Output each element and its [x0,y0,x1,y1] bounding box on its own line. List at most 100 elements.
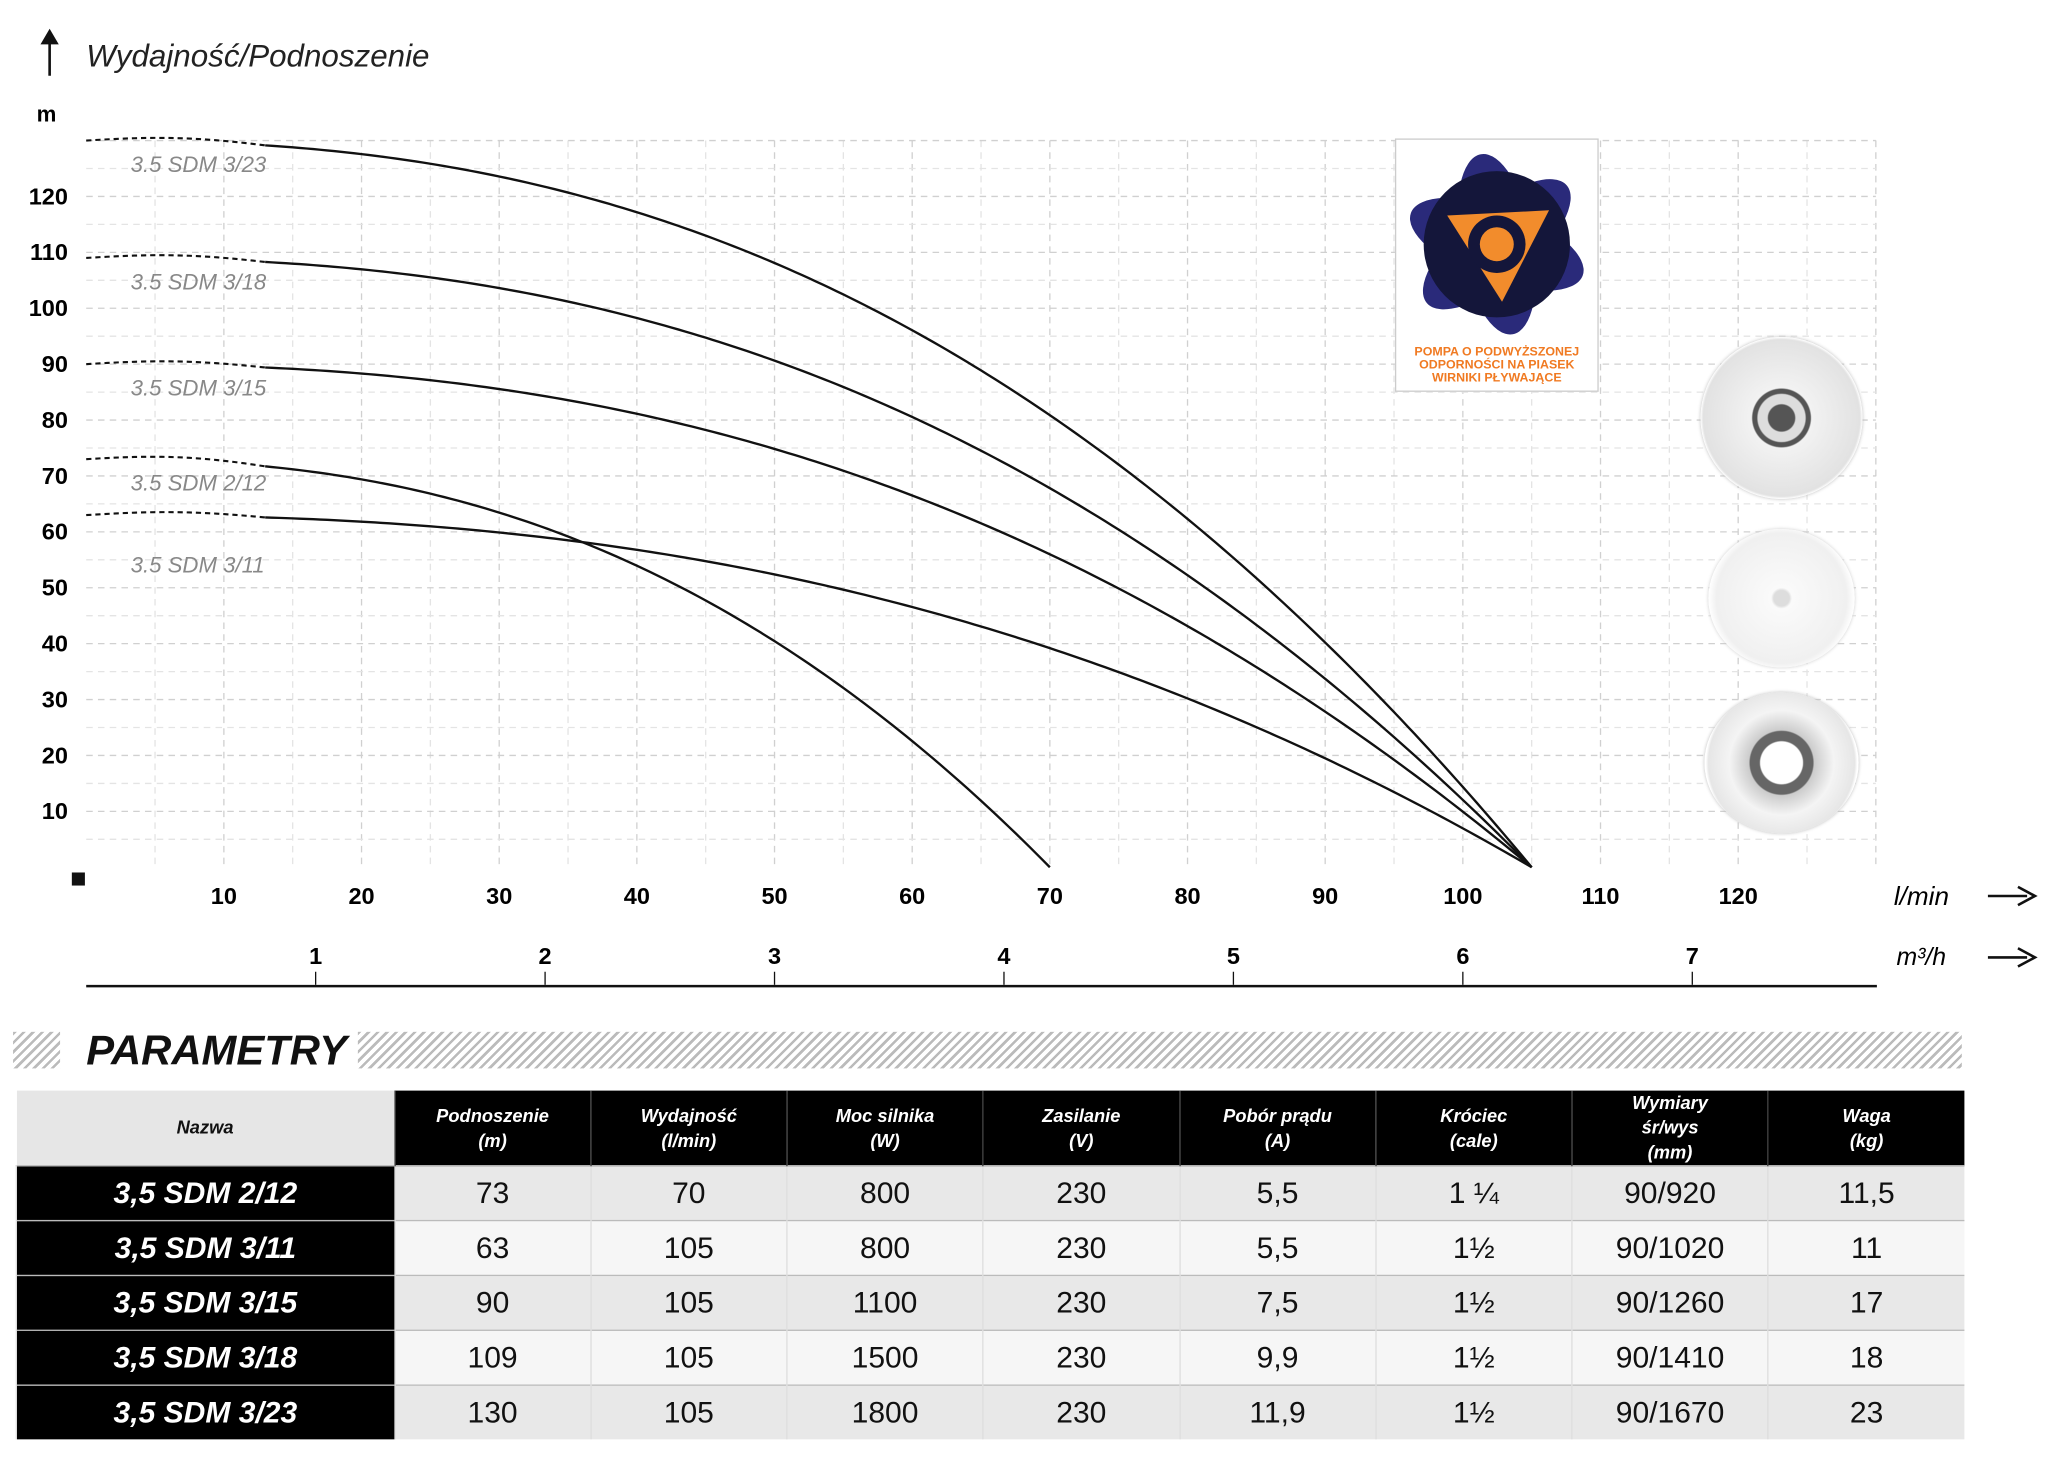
column-header-line: Podnoszenie [436,1104,549,1126]
column-header: Moc silnika (W) [786,1090,984,1166]
pump-name-cell: 3,5 SDM 3/23 [15,1384,395,1440]
table-cell: 90/920 [1571,1165,1769,1221]
table-cell: 9,9 [1178,1329,1376,1386]
x2-tick-label: 4 [997,943,1010,969]
column-header-line: Waga [1842,1104,1891,1126]
x-tick-label: 40 [624,883,650,909]
table-cell: 105 [590,1329,787,1386]
table-cell: 130 [393,1384,591,1440]
column-header-line: śr/wys [1641,1116,1699,1138]
y-tick-label: 40 [42,630,68,656]
x-tick-label: 60 [899,883,925,909]
x-tick-label: 50 [761,883,787,909]
column-header-line: Zasilanie [1042,1104,1121,1126]
table-cell: 230 [982,1329,1180,1386]
curve-4 [265,516,1533,869]
table-cell: 11,9 [1178,1384,1376,1440]
x2-tick-label: 2 [539,943,552,969]
table-cell: 105 [590,1274,787,1331]
column-header: Podnoszenie (m) [393,1090,591,1166]
table-cell: 5,5 [1178,1165,1376,1221]
y-tick-label: 70 [42,463,68,489]
table-cell: 1½ [1375,1274,1572,1331]
column-header-line: (cale) [1449,1129,1498,1151]
impeller-image-2 [1708,528,1855,668]
table-row: 3,5 SDM 3/15 90 105 1100 230 7,5 1½ 90/1260 17 [15,1274,1965,1331]
column-header: Zasilanie (V) [982,1090,1180,1166]
impeller-image-3 [1704,692,1859,834]
series-label: 3.5 SDM 3/23 [131,152,267,177]
table-cell: 18 [1767,1329,1965,1386]
right-arrow-head-icon [2017,947,2038,968]
y-axis-label: m [37,101,57,126]
column-header-line: (W) [870,1129,900,1151]
column-header-line: Króciec [1440,1104,1508,1126]
table-cell: 11 [1767,1219,1965,1276]
y-tick-label: 90 [42,351,68,377]
x-tick-label: 10 [211,883,237,909]
y-tick-label: 20 [42,742,68,768]
table-cell: 1½ [1375,1384,1572,1440]
curve-2 [265,366,1533,869]
table-cell: 11,5 [1767,1165,1965,1221]
curve-dashed-4 [86,511,266,519]
column-header-line: Nazwa [176,1116,234,1138]
x-tick-label: 20 [348,883,374,909]
column-header-line: Moc silnika [835,1104,935,1126]
table-cell: 1100 [786,1274,984,1331]
origin-marker [71,872,85,886]
parameters-table: Nazwa Podnoszenie (m) Wydajność (l/min) Moc s… [15,1090,1965,1440]
column-header-line: Wymiary [1632,1091,1708,1113]
performance-chart: m 10 20 30 40 50 60 70 80 90 100 110 120 10 20 30 40 50 60… [29,28,2038,988]
column-header-line: (m) [478,1129,507,1151]
column-header: Króciec (cale) [1375,1090,1572,1166]
table-cell: 230 [982,1219,1180,1276]
table-cell: 1 ¼ [1375,1165,1572,1221]
table-cell: 90 [393,1274,591,1331]
parametry-header: PARAMETRY [13,1027,1964,1074]
x-axis-label: l/min [1894,881,1949,911]
table-row: 3,5 SDM 3/18 109 105 1500 230 9,9 1½ 90/1410 18 [15,1329,1965,1386]
y-tick-label: 50 [42,575,68,601]
series-label: 3.5 SDM 3/15 [131,375,267,400]
table-cell: 90/1020 [1571,1219,1769,1276]
table-row: 3,5 SDM 3/11 63 105 800 230 5,5 1½ 90/1020 11 [15,1219,1965,1276]
table-cell: 7,5 [1178,1274,1376,1331]
x2-tick-label: 3 [768,943,781,969]
logo-caption-2: ODPORNOŚCI NA PIASEK [1419,357,1575,373]
y-tick-label: 120 [29,183,68,209]
series-label: 3.5 SDM 3/11 [131,553,265,578]
column-header-line: (mm) [1647,1141,1693,1163]
pump-name-cell: 3,5 SDM 3/11 [15,1219,395,1276]
table-cell: 23 [1767,1384,1965,1440]
table-cell: 90/1260 [1571,1274,1769,1331]
pump-name-cell: 3,5 SDM 3/15 [15,1274,395,1331]
table-cell: 1½ [1375,1329,1572,1386]
x2-axis-label: m³/h [1896,944,1946,971]
table-row: 3,5 SDM 2/12 73 70 800 230 5,5 1 ¼ 90/920 11,5 [15,1165,1965,1221]
x2-tick-label: 1 [309,943,322,969]
x-tick-label: 30 [486,883,512,909]
y-tick-label: 80 [42,407,68,433]
table-cell: 63 [393,1219,591,1276]
y-tick-label: 10 [42,798,68,824]
pump-name-cell: 3,5 SDM 3/18 [15,1329,395,1386]
parametry-title: PARAMETRY [86,1026,348,1074]
table-cell: 109 [393,1329,591,1386]
table-cell: 1800 [786,1384,984,1440]
sand-resistant-logo: POMPA O PODWYŻSZONEJ ODPORNOŚCI NA PIASEK… [1394,138,1599,392]
series-label: 3.5 SDM 3/18 [131,269,267,294]
x-tick-label: 110 [1582,883,1620,909]
x2-tick-label: 6 [1456,943,1469,969]
column-header-line: Wydajność [640,1104,737,1126]
x-tick-label: 120 [1719,883,1758,909]
curve-dashed-3 [86,455,266,468]
y-tick-label: 100 [29,295,68,321]
x2-tick-label: 5 [1227,943,1240,969]
curve-0 [265,144,1533,869]
curve-3 [265,465,1051,869]
y-arrow-head-icon [40,28,59,45]
impeller-logo-icon [1409,153,1584,335]
table-cell: 105 [590,1384,787,1440]
